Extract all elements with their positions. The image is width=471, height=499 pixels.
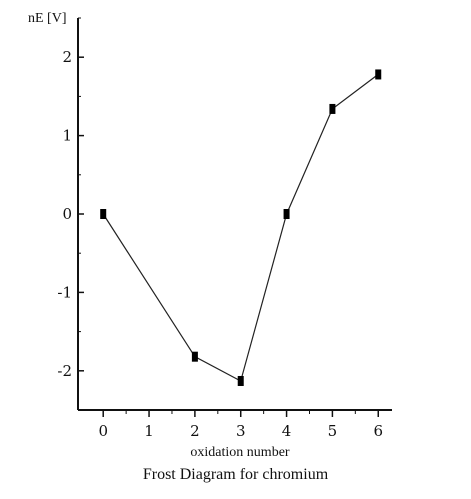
y-tick-label: 2 <box>62 48 72 66</box>
x-tick-label: 4 <box>282 422 292 440</box>
data-point <box>283 209 290 219</box>
data-point <box>191 351 198 362</box>
y-tick-label: -1 <box>57 283 72 301</box>
x-tick-label: 5 <box>328 422 338 440</box>
chart-caption: Frost Diagram for chromium <box>142 466 329 483</box>
series-line <box>102 73 379 382</box>
data-point <box>100 209 107 219</box>
data-point <box>329 103 336 114</box>
axis-ticks: 2 1 0 -1 -2 0 1 2 3 4 5 6 <box>57 17 383 440</box>
data-series <box>100 69 382 386</box>
y-axis-title: nE [V] <box>28 11 67 26</box>
data-point <box>375 69 382 80</box>
y-tick-label: -2 <box>57 362 72 380</box>
x-tick-label: 3 <box>236 422 246 440</box>
data-point <box>237 375 244 386</box>
x-tick-label: 1 <box>144 422 154 440</box>
y-tick-label: 0 <box>62 205 72 223</box>
y-tick-label: 1 <box>62 127 72 145</box>
x-tick-label: 0 <box>98 422 108 440</box>
x-axis-title: oxidation number <box>190 445 289 460</box>
x-tick-label: 2 <box>190 422 200 440</box>
x-tick-label: 6 <box>373 422 383 440</box>
